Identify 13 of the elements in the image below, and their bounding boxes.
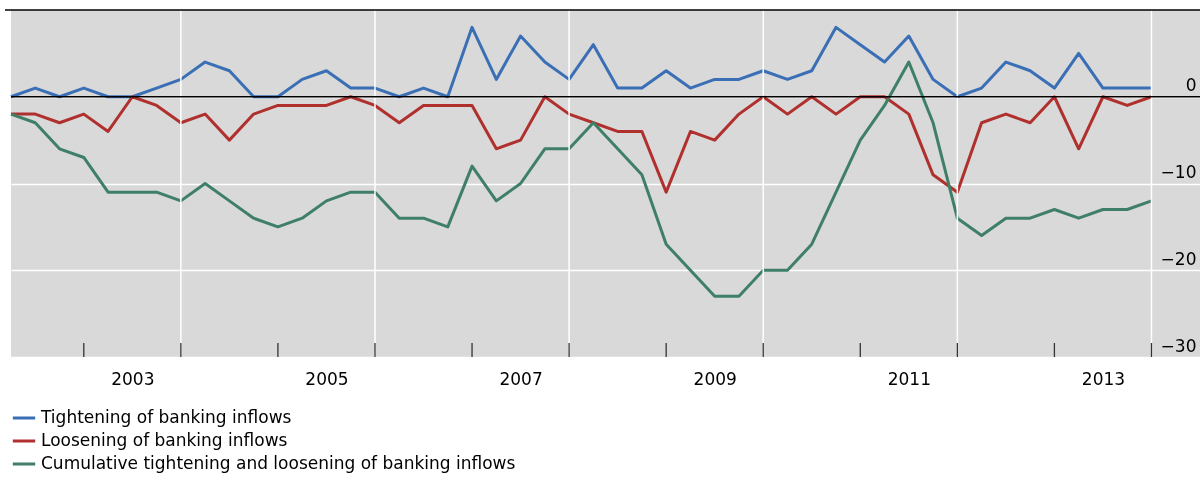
x-tick-label: 2007 <box>499 368 543 389</box>
y-tick-label: −30 <box>1160 335 1197 356</box>
y-tick-label: 0 <box>1185 75 1197 96</box>
legend-label: Tightening of banking inflows <box>40 407 292 427</box>
legend-label: Loosening of banking inflows <box>41 430 288 450</box>
legend-label: Cumulative tightening and loosening of banking inflows <box>41 453 516 473</box>
x-tick-label: 2013 <box>1081 368 1126 389</box>
x-tick-label: 2005 <box>305 368 349 389</box>
x-tick-label: 2009 <box>693 368 737 389</box>
x-tick-label: 2011 <box>887 368 931 389</box>
x-tick-label: 2003 <box>111 368 155 389</box>
y-tick-label: −10 <box>1160 162 1197 182</box>
y-tick-label: −20 <box>1160 248 1197 269</box>
